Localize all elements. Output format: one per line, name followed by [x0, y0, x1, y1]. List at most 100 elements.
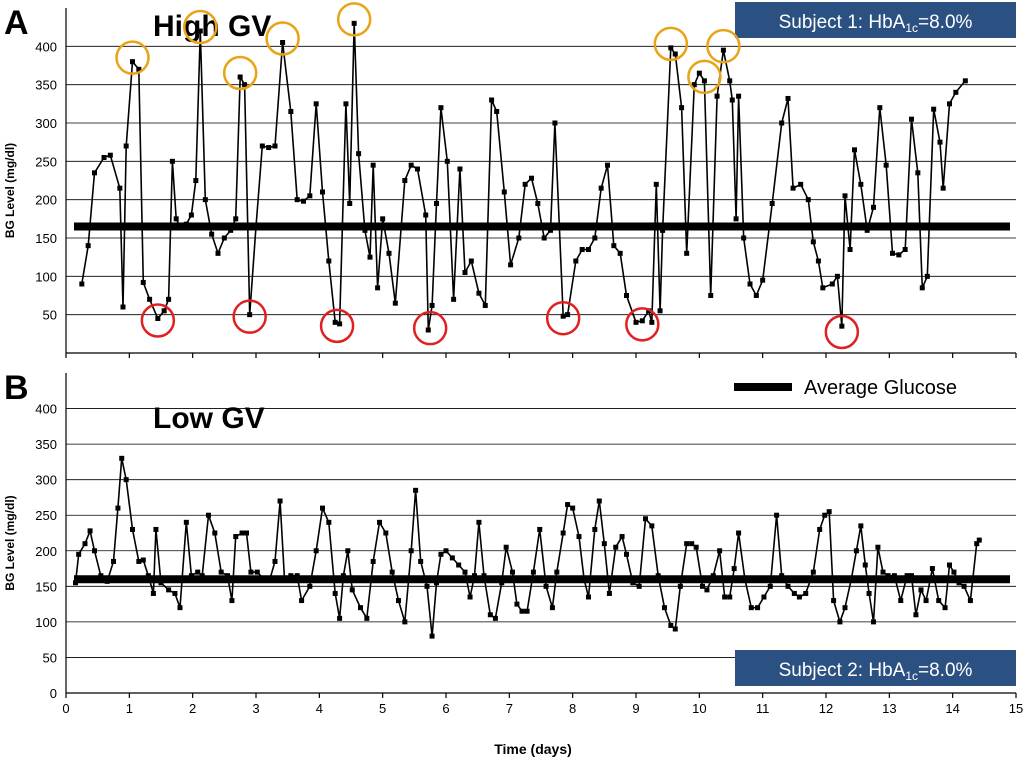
data-point-75 [487, 612, 493, 618]
high-bg-circle-3 [265, 21, 300, 56]
data-point-71 [467, 594, 473, 600]
data-point-127 [829, 281, 835, 287]
data-point-94 [639, 318, 645, 324]
data-point-127 [779, 573, 785, 579]
data-point-25 [221, 235, 227, 241]
data-point-29 [229, 598, 235, 604]
data-point-70 [482, 302, 488, 308]
data-point-144 [924, 273, 930, 279]
data-point-143 [919, 285, 925, 291]
data-point-19 [188, 212, 194, 218]
data-point-74 [508, 262, 514, 268]
low-bg-circle-5 [625, 307, 660, 342]
y-tick-label-200: 200 [35, 193, 57, 208]
panel-title: Low GV [153, 402, 265, 435]
data-point-67 [462, 270, 468, 275]
data-point-1 [76, 551, 82, 557]
data-point-128 [834, 273, 840, 279]
data-point-36 [288, 109, 294, 114]
data-point-164 [976, 537, 982, 543]
data-point-65 [451, 296, 457, 302]
data-point-113 [700, 583, 705, 589]
data-point-12 [155, 316, 161, 321]
data-point-107 [708, 293, 714, 298]
data-point-114 [704, 587, 710, 593]
x-tick-label-8: 8 [569, 701, 576, 716]
data-point-80 [548, 227, 553, 233]
high-bg-circle-0 [115, 40, 150, 75]
data-point-48 [356, 151, 362, 157]
data-point-134 [864, 227, 870, 233]
data-point-111 [689, 541, 695, 547]
data-point-31 [239, 530, 245, 536]
data-point-96 [601, 541, 607, 547]
data-point-58 [396, 598, 401, 604]
data-point-46 [347, 201, 353, 206]
data-point-27 [218, 569, 224, 575]
data-point-52 [358, 605, 363, 611]
data-point-20 [177, 605, 183, 611]
data-point-141 [909, 116, 914, 122]
data-point-49 [340, 573, 346, 579]
y-tick-label-350: 350 [35, 78, 57, 93]
data-point-11 [130, 526, 135, 532]
data-point-128 [785, 583, 791, 589]
data-point-48 [337, 615, 343, 621]
data-point-151 [909, 573, 914, 579]
data-point-22 [202, 197, 208, 203]
data-point-65 [434, 580, 439, 586]
y-tick-label-150: 150 [35, 579, 57, 594]
data-point-11 [147, 296, 153, 302]
data-point-80 [514, 601, 520, 607]
data-point-69 [456, 562, 462, 568]
data-point-13 [140, 557, 146, 563]
data-point-19 [172, 590, 178, 596]
y-tick-label-400: 400 [35, 39, 57, 54]
y-tick-label-100: 100 [35, 615, 57, 630]
x-tick-label-4: 4 [316, 701, 323, 716]
data-point-16 [173, 216, 179, 222]
data-point-93 [633, 319, 639, 325]
data-point-142 [915, 170, 921, 176]
data-point-94 [592, 526, 598, 532]
data-point-60 [425, 327, 431, 333]
data-point-7 [123, 143, 129, 149]
data-point-23 [195, 569, 201, 575]
data-point-3 [101, 155, 107, 160]
data-point-1 [85, 243, 91, 249]
data-point-2 [92, 170, 97, 176]
data-point-132 [852, 147, 857, 153]
legend-label: Average Glucose [804, 377, 957, 399]
data-point-82 [524, 608, 530, 614]
data-point-148 [891, 573, 897, 579]
data-point-45 [320, 505, 325, 511]
data-point-116 [717, 548, 723, 554]
data-point-101 [672, 51, 678, 57]
high-bg-circle-7 [706, 28, 741, 64]
data-point-149 [898, 598, 904, 604]
data-point-76 [522, 181, 528, 187]
data-point-147 [885, 573, 891, 579]
data-point-79 [510, 569, 515, 575]
data-point-81 [519, 608, 525, 614]
data-point-145 [931, 106, 937, 112]
data-point-141 [858, 523, 864, 529]
subject-box [735, 2, 1016, 38]
data-point-159 [951, 569, 957, 575]
data-point-137 [883, 162, 889, 168]
data-point-38 [301, 198, 306, 204]
data-point-68 [468, 258, 474, 264]
data-point-55 [392, 300, 398, 306]
data-point-100 [624, 551, 629, 557]
data-point-90 [570, 505, 576, 511]
data-point-44 [337, 321, 343, 327]
data-point-55 [377, 519, 382, 525]
x-tick-label-6: 6 [442, 701, 449, 716]
data-point-2 [82, 541, 88, 547]
data-point-33 [266, 145, 272, 151]
data-point-163 [974, 541, 980, 547]
data-point-92 [624, 293, 629, 298]
x-tick-label-3: 3 [252, 701, 259, 716]
